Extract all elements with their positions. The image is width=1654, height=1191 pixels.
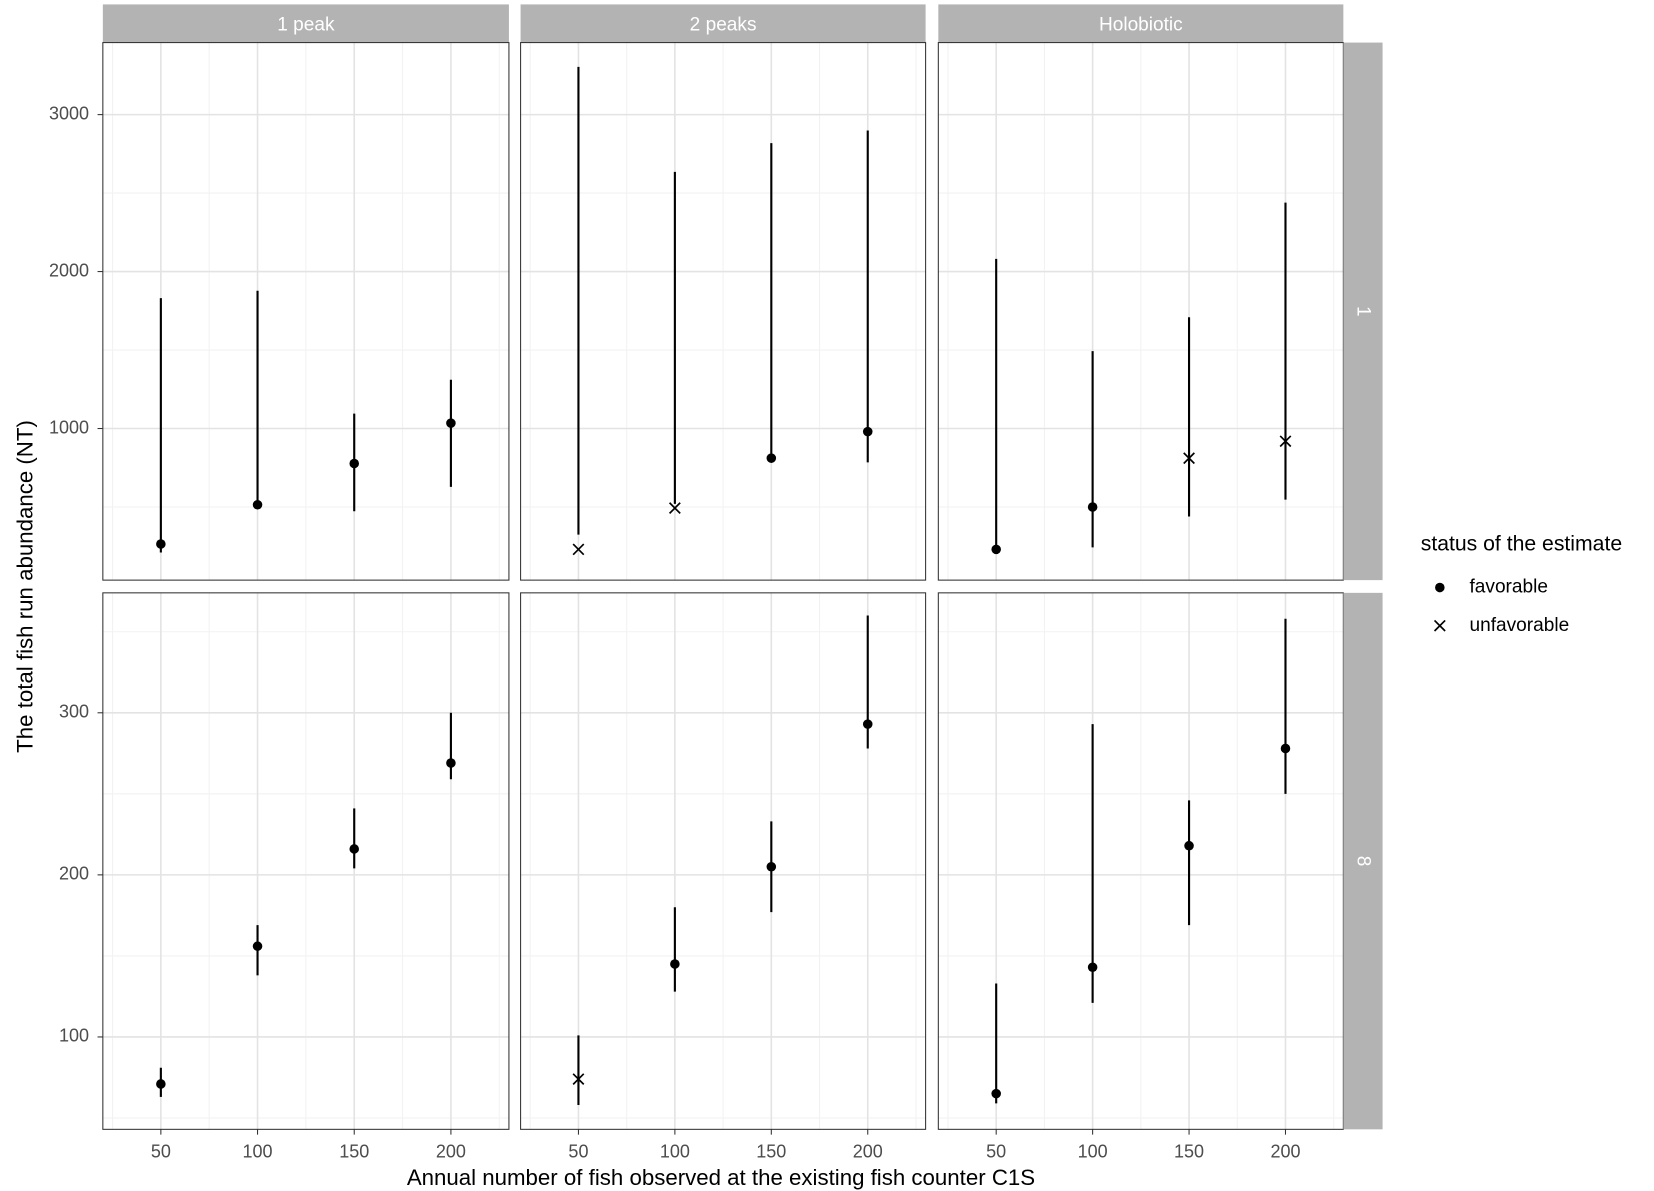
strip: [520, 4, 926, 43]
point: [668, 502, 681, 514]
point: [446, 418, 456, 428]
point: [1279, 435, 1292, 448]
x-tick-label: 150: [756, 1141, 786, 1161]
point: [446, 758, 456, 768]
panel-border: [520, 42, 927, 581]
point-stroke: [572, 543, 585, 556]
point-stroke: [1433, 619, 1446, 632]
x-tick-label: 200: [1270, 1141, 1300, 1161]
legend-label: unfavorable: [1470, 615, 1570, 636]
point: [1184, 840, 1194, 851]
point: [156, 1079, 166, 1089]
point: [862, 426, 873, 437]
strip: [938, 4, 1344, 43]
point: [991, 544, 1001, 555]
y-tick-label: 3000: [49, 103, 89, 123]
point-stroke: [668, 502, 681, 514]
strip-label: Holobiotic: [1099, 15, 1183, 36]
strip-label: 2 peaks: [690, 15, 757, 36]
x-tick-label: 100: [1078, 1141, 1108, 1161]
point: [349, 458, 359, 469]
x-tick-label: 150: [1174, 1141, 1204, 1161]
panel-border: [102, 592, 510, 1130]
point: [766, 861, 777, 872]
x-axis-title: Annual number of fish observed at the ex…: [407, 1165, 1035, 1190]
x-tick-label: 50: [568, 1141, 588, 1161]
panel-border: [520, 592, 927, 1130]
legend-key: [1435, 582, 1445, 593]
x-tick-label: 50: [151, 1141, 171, 1161]
legend-label: favorable: [1470, 577, 1548, 598]
point: [1280, 743, 1291, 754]
x-tick-label: 200: [853, 1141, 883, 1161]
strip: [1343, 42, 1383, 581]
y-tick-label: 100: [59, 1026, 89, 1046]
strip-label: 8: [1352, 856, 1373, 867]
y-tick-label: 1000: [49, 417, 89, 437]
legend-title: status of the estimate: [1421, 533, 1622, 556]
point: [1087, 962, 1098, 973]
x-tick-label: 200: [436, 1141, 466, 1161]
point: [991, 1088, 1001, 1099]
x-tick-label: 100: [243, 1141, 273, 1161]
point-stroke: [1183, 452, 1195, 465]
point: [1087, 502, 1098, 512]
point: [766, 453, 777, 463]
point-stroke: [572, 1073, 585, 1085]
y-axis-title: The total fish run abundance (NT): [12, 420, 37, 753]
strip: [102, 4, 509, 43]
point: [670, 959, 680, 969]
point: [252, 941, 263, 951]
point: [252, 500, 263, 510]
point: [862, 719, 873, 729]
x-tick-label: 50: [986, 1141, 1006, 1161]
panel-border: [102, 42, 510, 581]
point: [349, 844, 359, 854]
x-tick-label: 100: [660, 1141, 690, 1161]
point: [572, 543, 585, 556]
point: [572, 1073, 585, 1085]
strip-label: 1: [1352, 306, 1373, 317]
y-tick-label: 2000: [49, 260, 89, 280]
point: [1183, 452, 1195, 465]
strip: [1343, 592, 1383, 1130]
point-stroke: [1279, 435, 1292, 448]
y-tick-label: 200: [59, 864, 89, 884]
legend-key: [1433, 619, 1446, 632]
y-tick-label: 300: [59, 702, 89, 722]
x-tick-label: 150: [339, 1141, 369, 1161]
point: [156, 539, 166, 549]
strip-label: 1 peak: [277, 15, 335, 36]
